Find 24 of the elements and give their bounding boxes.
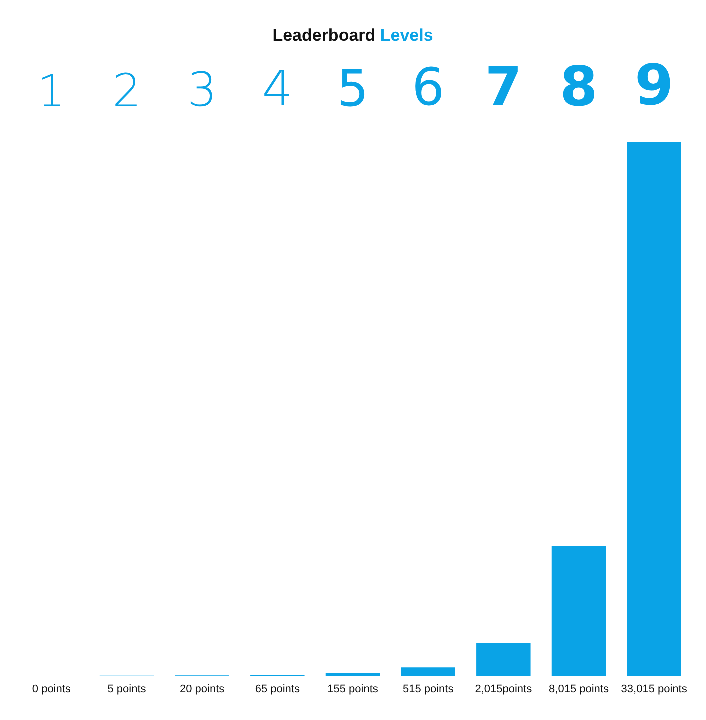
x-tick-label: 1	[38, 66, 66, 118]
chart-title: Leaderboard Levels	[272, 26, 434, 45]
bar	[326, 673, 380, 676]
data-label: 2,015points	[475, 684, 533, 696]
x-tick-label: 6	[412, 58, 445, 118]
bar	[627, 142, 682, 676]
x-tick-label: 8	[560, 54, 598, 118]
data-label: 20 points	[180, 684, 226, 696]
data-label: 65 points	[255, 684, 300, 696]
data-label: 33,015 points	[621, 684, 688, 696]
x-tick-label: 5	[337, 60, 369, 118]
data-label: 5 points	[108, 684, 147, 696]
bar	[552, 546, 606, 676]
x-tick-label: 3	[187, 63, 218, 118]
bar	[401, 668, 456, 676]
x-tick-label: 2	[112, 64, 142, 118]
data-label: 155 points	[328, 684, 379, 696]
x-tick-label: 7	[485, 57, 522, 118]
bar	[476, 643, 531, 676]
x-tick-label: 9	[634, 54, 674, 118]
x-tick-label: 4	[262, 62, 294, 118]
data-label: 8,015 points	[549, 684, 610, 696]
data-label: 515 points	[402, 684, 454, 696]
data-label: 0 points	[32, 684, 72, 696]
